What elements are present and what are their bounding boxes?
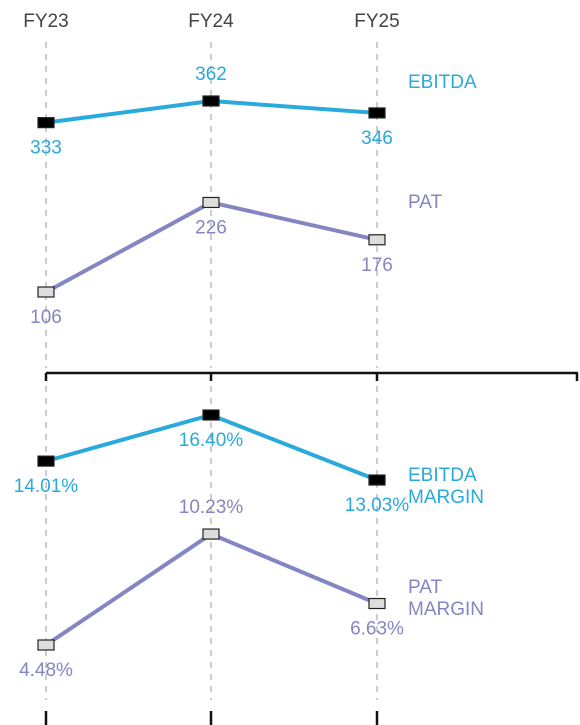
series-name: PAT MARGIN <box>408 577 484 620</box>
point-marker <box>202 528 220 540</box>
point-marker <box>37 286 55 298</box>
data-label: 106 <box>30 307 62 328</box>
point-marker <box>37 639 55 651</box>
point-marker <box>202 95 220 107</box>
series-name: EBITDA <box>408 72 477 93</box>
point-marker <box>368 474 386 486</box>
data-label: 176 <box>361 255 393 276</box>
series-name: EBITDA MARGIN <box>408 465 484 508</box>
data-label: 14.01% <box>14 476 79 497</box>
data-label: 16.40% <box>179 430 244 451</box>
x-tick-label: FY23 <box>23 11 68 32</box>
point-marker <box>368 234 386 246</box>
x-tick-label: FY24 <box>188 11 234 32</box>
point-marker <box>37 455 55 467</box>
data-label: 333 <box>30 138 62 159</box>
point-marker <box>202 409 220 421</box>
series-name: PAT <box>408 192 443 213</box>
data-label: 10.23% <box>179 497 244 518</box>
data-label: 13.03% <box>345 495 410 516</box>
data-label: 226 <box>195 217 227 238</box>
data-label: 362 <box>195 64 227 85</box>
point-marker <box>368 597 386 610</box>
data-label: 346 <box>361 128 393 149</box>
x-tick-label: FY25 <box>354 11 399 32</box>
data-label: 6.63% <box>350 619 404 640</box>
point-marker <box>202 196 220 209</box>
point-marker <box>37 117 55 129</box>
point-marker <box>368 107 386 119</box>
data-label: 4.48% <box>19 660 73 681</box>
